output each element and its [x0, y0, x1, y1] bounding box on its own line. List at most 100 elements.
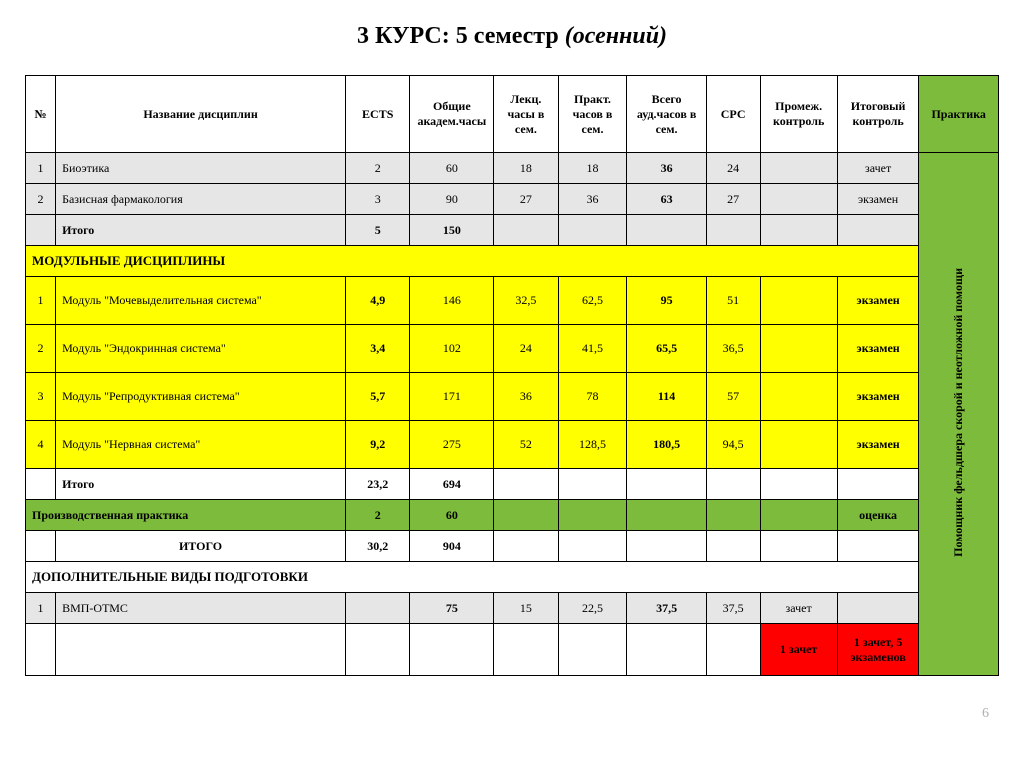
cell: 22,5: [558, 593, 627, 624]
cell: [26, 215, 56, 246]
cell: 5,7: [346, 373, 410, 421]
cell: 5: [346, 215, 410, 246]
cell: [627, 624, 706, 676]
cell: [760, 531, 837, 562]
cell: [760, 500, 837, 531]
cell: 60: [410, 153, 494, 184]
col-crc: СРС: [706, 76, 760, 153]
col-mid: Промеж. контроль: [760, 76, 837, 153]
table-row: 2 Базисная фармакология 3 90 27 36 63 27…: [26, 184, 999, 215]
cell: [410, 624, 494, 676]
table-row: 2 Модуль "Эндокринная система" 3,4 102 2…: [26, 325, 999, 373]
table-row: 3 Модуль "Репродуктивная система" 5,7 17…: [26, 373, 999, 421]
col-prac: Практ. часов в сем.: [558, 76, 627, 153]
cell: [760, 421, 837, 469]
section-row: ДОПОЛНИТЕЛЬНЫЕ ВИДЫ ПОДГОТОВКИ: [26, 562, 999, 593]
cell: [558, 469, 627, 500]
section-row: МОДУЛЬНЫЕ ДИСЦИПЛИНЫ: [26, 246, 999, 277]
cell: [706, 500, 760, 531]
cell: 32,5: [494, 277, 558, 325]
cell: 90: [410, 184, 494, 215]
col-ects: ECTS: [346, 76, 410, 153]
table-row: 1 Модуль "Мочевыделительная система" 4,9…: [26, 277, 999, 325]
cell: 146: [410, 277, 494, 325]
col-num: №: [26, 76, 56, 153]
cell: [56, 624, 346, 676]
cell: 275: [410, 421, 494, 469]
cell-num: 4: [26, 421, 56, 469]
cell: [494, 215, 558, 246]
cell-num: 2: [26, 325, 56, 373]
curriculum-table: № Название дисциплин ECTS Общие академ.ч…: [25, 75, 999, 676]
vertical-label: Помощник фельдшера скорой и неотложной п…: [951, 268, 966, 557]
cell-num: 1: [26, 593, 56, 624]
cell: зачет: [760, 593, 837, 624]
cell-name: Модуль "Нервная система": [56, 421, 346, 469]
subtotal-row: Итого 5 150: [26, 215, 999, 246]
cell: 171: [410, 373, 494, 421]
cell: 23,2: [346, 469, 410, 500]
col-name: Название дисциплин: [56, 76, 346, 153]
cell: [837, 531, 919, 562]
col-fin: Итоговый контроль: [837, 76, 919, 153]
cell: 51: [706, 277, 760, 325]
cell: [494, 500, 558, 531]
table-row: 1 ВМП-ОТМС 75 15 22,5 37,5 37,5 зачет: [26, 593, 999, 624]
cell-name: Итого: [56, 215, 346, 246]
cell: 904: [410, 531, 494, 562]
cell: [706, 624, 760, 676]
cell-name: Модуль "Эндокринная система": [56, 325, 346, 373]
cell: 9,2: [346, 421, 410, 469]
table-row: 4 Модуль "Нервная система" 9,2 275 52 12…: [26, 421, 999, 469]
cell-name: ИТОГО: [56, 531, 346, 562]
cell: [837, 215, 919, 246]
cell-name: ВМП-ОТМС: [56, 593, 346, 624]
cell: 128,5: [558, 421, 627, 469]
cell-num: 3: [26, 373, 56, 421]
cell: 52: [494, 421, 558, 469]
cell: 180,5: [627, 421, 706, 469]
col-praktika: Практика: [919, 76, 999, 153]
cell: 95: [627, 277, 706, 325]
grand-total-row: ИТОГО 30,2 904: [26, 531, 999, 562]
cell: [706, 215, 760, 246]
summary-mid: 1 зачет: [760, 624, 837, 676]
cell: [627, 215, 706, 246]
cell: [558, 624, 627, 676]
cell: экзамен: [837, 373, 919, 421]
cell: 694: [410, 469, 494, 500]
cell: [760, 184, 837, 215]
cell: [494, 624, 558, 676]
cell-num: 2: [26, 184, 56, 215]
table-row: 1 Биоэтика 2 60 18 18 36 24 зачет Помощн…: [26, 153, 999, 184]
cell: [558, 500, 627, 531]
cell: экзамен: [837, 325, 919, 373]
cell: 60: [410, 500, 494, 531]
cell: 27: [706, 184, 760, 215]
page-number: 6: [25, 706, 999, 722]
cell: 36: [558, 184, 627, 215]
cell: [760, 325, 837, 373]
cell: 27: [494, 184, 558, 215]
cell: экзамен: [837, 184, 919, 215]
title-italic: (осенний): [565, 23, 667, 49]
cell-name: Базисная фармакология: [56, 184, 346, 215]
cell: экзамен: [837, 277, 919, 325]
cell: 57: [706, 373, 760, 421]
cell: [26, 531, 56, 562]
summary-fin: 1 зачет, 5 экзаменов: [837, 624, 919, 676]
cell: [26, 469, 56, 500]
cell: [494, 531, 558, 562]
cell: [760, 469, 837, 500]
cell-name: Биоэтика: [56, 153, 346, 184]
cell: 36: [627, 153, 706, 184]
cell: [760, 215, 837, 246]
header-row: № Название дисциплин ECTS Общие академ.ч…: [26, 76, 999, 153]
table-row: Производственная практика 2 60 оценка: [26, 500, 999, 531]
cell: [627, 469, 706, 500]
cell: 24: [706, 153, 760, 184]
title-main: 3 КУРС: 5 семестр: [357, 23, 565, 49]
cell: 3: [346, 184, 410, 215]
cell: 94,5: [706, 421, 760, 469]
cell: 65,5: [627, 325, 706, 373]
